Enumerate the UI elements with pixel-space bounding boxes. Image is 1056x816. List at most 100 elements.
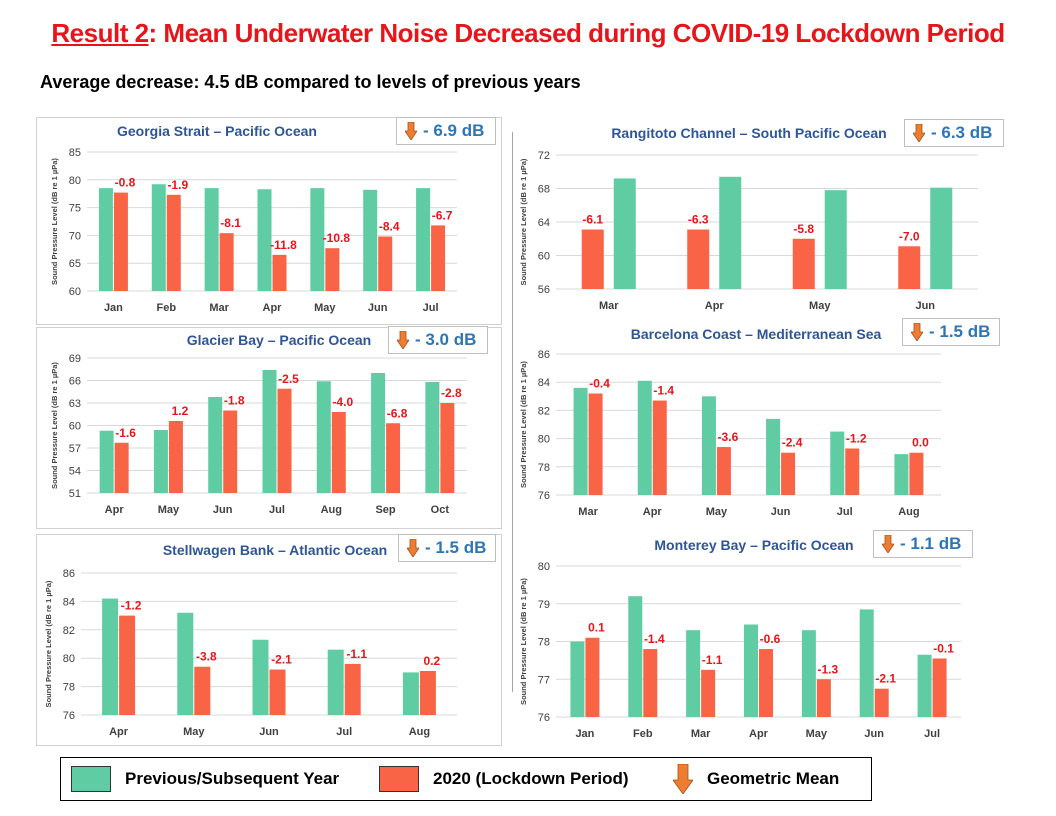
bar-lockdown (325, 248, 340, 291)
data-label: -0.8 (115, 176, 136, 190)
bar-lockdown (223, 410, 238, 493)
bar-previous (425, 382, 440, 493)
bar-lockdown (419, 670, 436, 715)
data-label: -6.3 (688, 213, 709, 227)
x-tick-label: Jan (575, 728, 594, 740)
bar-previous (98, 188, 113, 291)
bar-previous (930, 187, 953, 289)
bar-lockdown (845, 448, 860, 495)
bar-lockdown (386, 423, 401, 493)
bar-lockdown (166, 194, 181, 291)
x-tick-label: Jun (213, 504, 233, 516)
data-label: -6.8 (387, 406, 408, 420)
y-axis-label: Sound Pressure Level (dB re 1 µPa) (50, 362, 59, 489)
data-label: -1.8 (224, 394, 245, 408)
y-tick-label: 72 (538, 150, 550, 162)
x-tick-label: May (314, 302, 336, 314)
legend-label-lockdown: 2020 (Lockdown Period) (433, 769, 629, 788)
mean-value: - 6.9 dB (423, 121, 485, 140)
bar-previous (570, 641, 585, 717)
x-tick-label: Apr (749, 728, 769, 740)
y-tick-label: 80 (69, 175, 81, 187)
data-label: -11.8 (270, 238, 297, 252)
bar-previous (613, 178, 636, 289)
y-tick-label: 66 (69, 376, 81, 388)
y-tick-label: 56 (538, 284, 550, 296)
x-tick-label: May (158, 504, 180, 516)
bar-lockdown (269, 669, 286, 715)
bar-lockdown (581, 229, 604, 289)
x-tick-label: Oct (431, 504, 450, 516)
bar-previous (151, 184, 166, 291)
bar-previous (177, 612, 194, 715)
x-tick-label: May (183, 726, 205, 738)
bar-previous (371, 373, 386, 493)
data-label: 1.2 (172, 404, 189, 418)
x-tick-label: Jul (269, 504, 285, 516)
bar-previous (686, 630, 701, 717)
y-tick-label: 51 (69, 488, 81, 500)
mean-box-barcelona-coast: - 1.5 dB (902, 318, 1000, 346)
mean-value: - 1.5 dB (425, 538, 487, 557)
chart-rangitoto-channel: Rangitoto Channel – South Pacific Ocean 5… (519, 125, 978, 312)
bar-lockdown (585, 637, 600, 717)
bar-previous (894, 454, 909, 495)
y-tick-label: 77 (538, 674, 550, 686)
bar-lockdown (781, 452, 796, 495)
data-label: 0.1 (588, 621, 605, 635)
x-tick-label: Mar (209, 302, 229, 314)
bar-lockdown (816, 679, 831, 717)
data-label: -2.8 (441, 386, 462, 400)
y-axis-label: Sound Pressure Level (dB re 1 µPa) (519, 158, 528, 285)
bar-lockdown (113, 192, 128, 291)
y-tick-label: 79 (538, 599, 550, 611)
y-axis-label: Sound Pressure Level (dB re 1 µPa) (519, 361, 528, 488)
x-tick-label: Mar (578, 506, 598, 518)
chart-georgia-strait: Georgia Strait – Pacific Ocean 60 65 70 75 80… (50, 123, 457, 314)
bar-lockdown (701, 669, 716, 717)
x-tick-label: Jun (915, 300, 935, 312)
x-tick-label: Apr (105, 504, 125, 516)
legend-item-mean: Geometric Mean (673, 764, 839, 794)
legend: Previous/Subsequent Year 2020 (Lockdown … (60, 757, 872, 801)
y-tick-label: 70 (69, 230, 81, 242)
data-label: -5.8 (793, 222, 814, 236)
mean-box-stellwagen-bank: - 1.5 dB (398, 534, 496, 562)
bar-previous (416, 188, 431, 291)
bar-lockdown (643, 649, 658, 717)
mean-value: - 3.0 dB (415, 330, 477, 349)
x-tick-label: Feb (633, 728, 653, 740)
data-label: -1.6 (115, 426, 136, 440)
chart-panel-rangitoto-channel: Rangitoto Channel – South Pacific Ocean 5… (516, 117, 1016, 317)
data-label: -1.3 (818, 662, 839, 676)
x-tick-label: Jun (259, 726, 279, 738)
x-tick-label: Aug (898, 506, 919, 518)
bar-lockdown (114, 442, 129, 493)
data-label: -1.4 (653, 384, 674, 398)
bar-lockdown (932, 658, 947, 717)
y-tick-label: 69 (69, 353, 81, 365)
y-tick-label: 76 (538, 712, 550, 724)
y-tick-label: 80 (538, 561, 550, 573)
y-tick-label: 54 (69, 466, 81, 478)
y-tick-label: 60 (69, 421, 81, 433)
data-label: -1.2 (846, 431, 867, 445)
legend-item-previous: Previous/Subsequent Year (71, 766, 339, 792)
x-tick-label: Jun (771, 506, 791, 518)
bar-lockdown (440, 403, 455, 493)
x-tick-label: Jul (837, 506, 853, 518)
x-tick-label: Mar (599, 300, 619, 312)
bar-previous (766, 418, 781, 495)
x-tick-label: Jul (924, 728, 940, 740)
y-tick-label: 60 (69, 286, 81, 298)
data-label: -0.6 (760, 632, 781, 646)
data-label: -1.4 (644, 632, 665, 646)
data-label: -4.0 (332, 395, 353, 409)
y-tick-label: 82 (63, 625, 75, 637)
x-tick-label: Aug (321, 504, 342, 516)
y-tick-label: 78 (63, 682, 75, 694)
data-label: -3.8 (196, 650, 217, 664)
title-rest: : Mean Underwater Noise Decreased during… (148, 18, 1006, 48)
y-tick-label: 86 (538, 349, 550, 361)
bar-previous (327, 649, 344, 715)
